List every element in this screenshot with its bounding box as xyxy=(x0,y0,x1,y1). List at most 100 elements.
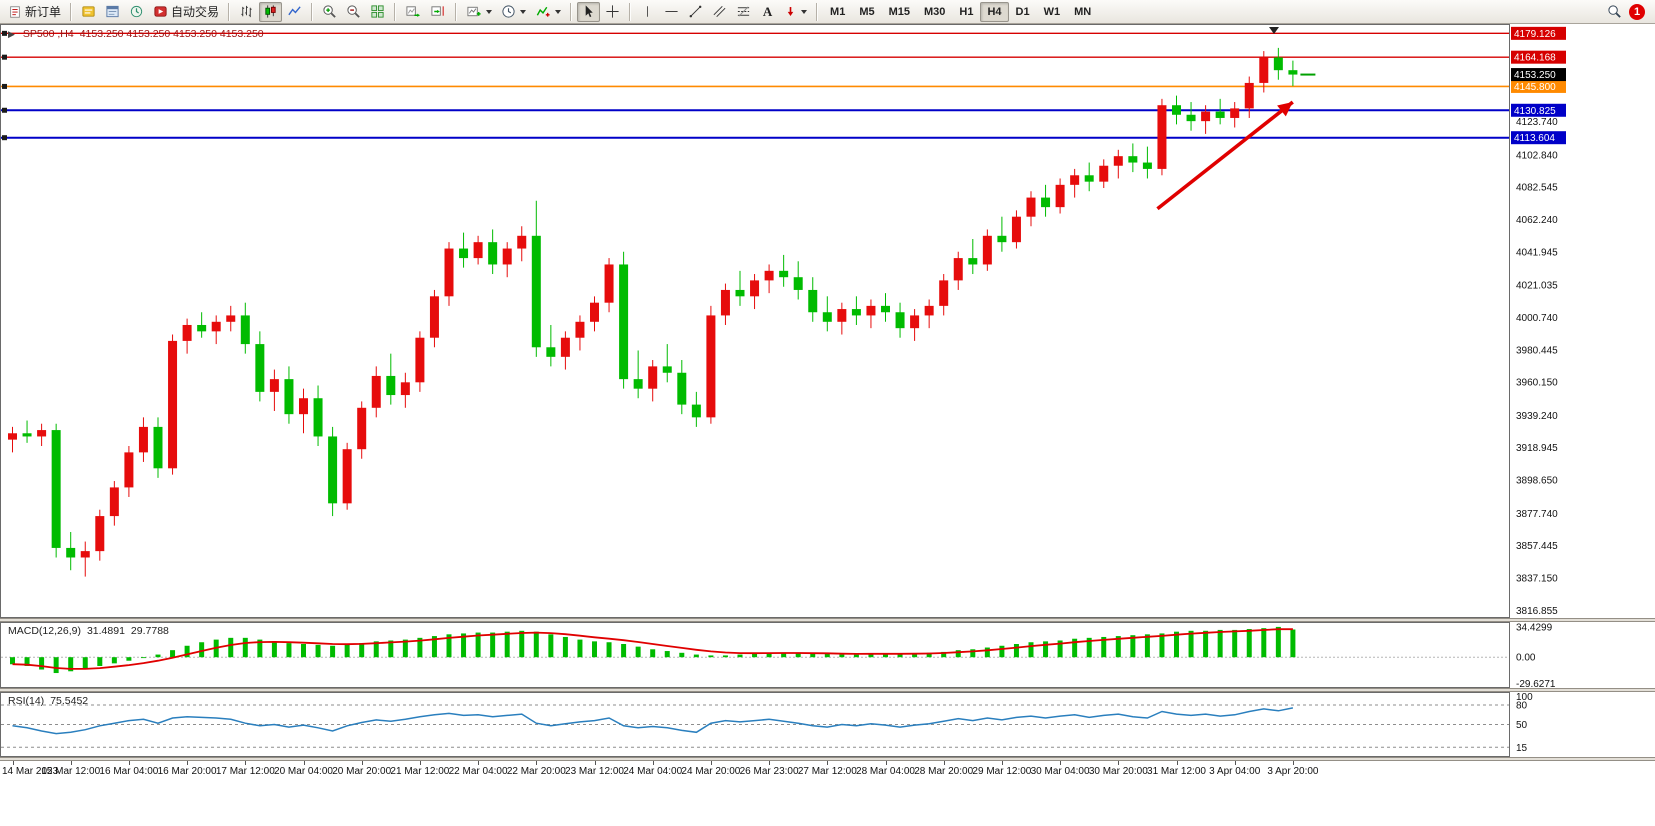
auto-scroll-button[interactable] xyxy=(401,2,425,22)
chart-ohlc-values: 4153.250 4153.250 4153.250 4153.250 xyxy=(79,28,264,40)
panel-splitter[interactable] xyxy=(0,757,1655,761)
time-axis-label: 3 Apr 04:00 xyxy=(1209,766,1261,777)
svg-text:4145.800: 4145.800 xyxy=(1514,82,1556,93)
svg-text:4041.945: 4041.945 xyxy=(1516,247,1558,258)
toolbar-separator xyxy=(629,2,632,21)
time-axis-label: 28 Mar 04:00 xyxy=(856,766,915,777)
time-axis-label: 29 Mar 12:00 xyxy=(972,766,1032,777)
timeframe-button-MN[interactable]: MN xyxy=(1067,2,1098,22)
time-axis-tick xyxy=(70,761,72,765)
periods-button[interactable] xyxy=(497,2,530,22)
chart-symbol-period: SP500 ,H4 xyxy=(22,28,74,40)
svg-text:4123.740: 4123.740 xyxy=(1516,117,1558,128)
candlestick-chart-button[interactable] xyxy=(259,1,283,22)
trendline-icon xyxy=(689,5,702,18)
text-button[interactable]: A xyxy=(756,2,779,22)
line-chart-icon xyxy=(288,6,301,16)
main-chart-canvas[interactable]: 4123.740 4102.840 4082.545 4062.240 4041.945… xyxy=(0,24,1655,618)
market-watch-button[interactable] xyxy=(101,2,124,22)
zoom-out-button[interactable] xyxy=(342,2,365,22)
timeframe-button-M1[interactable]: M1 xyxy=(823,2,852,22)
timeframe-button-M5[interactable]: M5 xyxy=(852,2,881,22)
svg-text:3980.445: 3980.445 xyxy=(1516,345,1558,356)
time-axis-label: 16 Mar 20:00 xyxy=(157,766,217,777)
chart-shift-icon xyxy=(431,6,444,16)
macd-panel-canvas[interactable]: 34.4299 0.00 -29.6271 xyxy=(0,622,1655,688)
bars-chart-icon xyxy=(241,5,252,18)
time-axis-tick xyxy=(1060,761,1062,765)
new-order-button[interactable]: 新订单 xyxy=(4,2,65,22)
time-axis-label: 23 Mar 12:00 xyxy=(565,766,624,777)
timeframe-button-H4[interactable]: H4 xyxy=(980,1,1009,22)
time-axis-label: 30 Mar 04:00 xyxy=(1030,766,1090,777)
arrow-shape-icon xyxy=(787,7,794,16)
svg-text:4082.545: 4082.545 xyxy=(1516,183,1558,194)
text-tool-label: A xyxy=(762,3,773,19)
new-chart-icon xyxy=(467,6,481,17)
timeframe-button-M15[interactable]: M15 xyxy=(882,2,917,22)
fibonacci-button[interactable] xyxy=(732,2,755,22)
toolbar-separator xyxy=(570,2,573,21)
trendline-button[interactable] xyxy=(684,2,707,22)
fibonacci-icon xyxy=(737,6,750,17)
timeframe-button-W1[interactable]: W1 xyxy=(1037,2,1068,22)
panel-splitter[interactable] xyxy=(0,618,1655,622)
svg-text:3960.150: 3960.150 xyxy=(1516,378,1558,389)
chart-shift-button[interactable] xyxy=(426,2,450,22)
time-axis-tick xyxy=(419,761,421,765)
toolbar-separator xyxy=(394,2,397,21)
panel-splitter[interactable] xyxy=(0,688,1655,692)
bars-chart-button[interactable] xyxy=(235,2,258,22)
indicators-button[interactable] xyxy=(531,2,565,22)
rsi-indicator-label: RSI(14) 75.5452 xyxy=(8,695,88,707)
time-axis-tick xyxy=(128,761,130,765)
navigator-icon xyxy=(130,5,143,18)
timeframe-button-M30[interactable]: M30 xyxy=(917,2,952,22)
channel-button[interactable] xyxy=(708,2,731,22)
time-axis-tick xyxy=(885,761,887,765)
line-chart-button[interactable] xyxy=(283,2,306,22)
autotrading-icon xyxy=(154,6,167,17)
svg-text:3837.150: 3837.150 xyxy=(1516,573,1558,584)
time-axis-label: 20 Mar 20:00 xyxy=(332,766,392,777)
vertical-line-button[interactable] xyxy=(636,2,659,22)
svg-text:-29.6271: -29.6271 xyxy=(1516,679,1556,688)
autotrading-button[interactable]: 自动交易 xyxy=(149,2,223,22)
vertical-line-icon xyxy=(647,6,648,17)
notification-count: 1 xyxy=(1633,5,1641,18)
time-axis-label: 15 Mar 12:00 xyxy=(41,766,101,777)
time-axis-label: 26 Mar 23:00 xyxy=(739,766,799,777)
time-axis-tick xyxy=(594,761,596,765)
metaeditor-button[interactable] xyxy=(77,2,100,22)
tile-windows-button[interactable] xyxy=(366,2,389,22)
one-click-trading-toggle[interactable]: ▶ xyxy=(8,28,15,39)
chart-title: ▶ SP500 ,H4 4153.250 4153.250 4153.250 4… xyxy=(8,28,264,40)
svg-text:80: 80 xyxy=(1516,701,1528,712)
new-chart-button[interactable] xyxy=(462,2,496,22)
timeframe-button-H1[interactable]: H1 xyxy=(952,2,980,22)
time-axis-label: 27 Mar 12:00 xyxy=(797,766,857,777)
arrows-button[interactable] xyxy=(780,2,811,22)
svg-text:15: 15 xyxy=(1516,743,1528,754)
crosshair-button[interactable] xyxy=(601,2,624,22)
notification-badge[interactable]: 1 xyxy=(1629,3,1645,20)
svg-text:4021.035: 4021.035 xyxy=(1516,281,1558,292)
chart-stack: 4123.740 4102.840 4082.545 4062.240 4041.945… xyxy=(0,24,1655,826)
time-axis-label: 22 Mar 20:00 xyxy=(506,766,566,777)
macd-name: MACD(12,26,9) xyxy=(8,625,81,637)
svg-text:3877.740: 3877.740 xyxy=(1516,509,1558,520)
search-button[interactable] xyxy=(1603,2,1626,22)
horizontal-line-button[interactable] xyxy=(660,2,683,22)
chevron-down-icon xyxy=(801,9,808,14)
new-order-icon xyxy=(10,5,20,18)
svg-text:3898.650: 3898.650 xyxy=(1516,476,1558,487)
cursor-button[interactable] xyxy=(577,1,601,22)
svg-text:100: 100 xyxy=(1516,692,1533,703)
time-axis[interactable]: 14 Mar 2023 15 Mar 12:00 16 Mar 04:00 16 Ma… xyxy=(0,761,1655,826)
navigator-button[interactable] xyxy=(125,2,148,22)
zoom-in-button[interactable] xyxy=(318,2,341,22)
timeframe-button-D1[interactable]: D1 xyxy=(1009,2,1037,22)
time-axis-tick xyxy=(361,761,363,765)
svg-text:4179.126: 4179.126 xyxy=(1514,29,1556,40)
